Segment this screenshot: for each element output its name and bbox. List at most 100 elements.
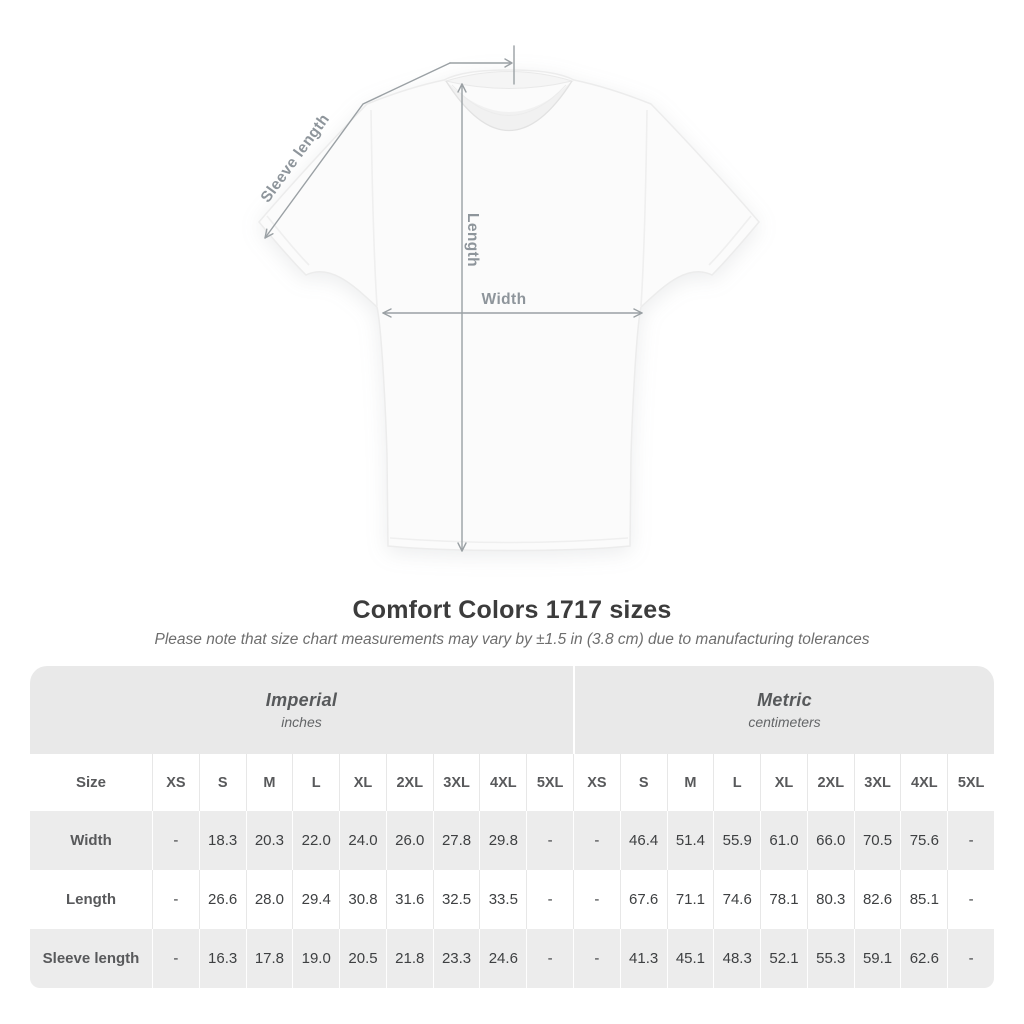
metric-label: Metric bbox=[757, 690, 812, 710]
value-cell-metric: 70.5 bbox=[853, 811, 901, 870]
value-cell-metric: - bbox=[573, 811, 620, 870]
imperial-sublabel: inches bbox=[281, 714, 322, 730]
table-row: Length -26.6 28.0 29.4 30.8 31.6 32.5 33.5- -67.… bbox=[30, 870, 994, 929]
tshirt-diagram: Sleeve length Length Width bbox=[258, 45, 760, 552]
value-cell-metric: - bbox=[947, 811, 994, 870]
metric-group-header: Metric centimeters bbox=[573, 666, 994, 754]
table-rows: Size XS S M L XL 2XL 3XL 4XL 5XL XS S M L XL 2XL 3XL 4XL 5… bbox=[30, 754, 994, 988]
length-arrowhead-bottom-icon bbox=[457, 542, 467, 552]
value-cell-metric: 66.0 bbox=[806, 811, 854, 870]
imperial-group-header: Imperial inches bbox=[30, 666, 573, 754]
value-cell-imperial: 31.6 bbox=[385, 870, 433, 929]
width-arrowhead-right-icon bbox=[633, 308, 643, 318]
value-cell-metric: 51.4 bbox=[666, 811, 714, 870]
sleeve-arrowhead-end-icon bbox=[264, 228, 274, 239]
value-cell-imperial: - bbox=[526, 870, 573, 929]
value-cell-metric: - bbox=[573, 929, 620, 988]
size-header-metric-2xl: 2XL bbox=[806, 754, 854, 811]
value-cell-metric: 52.1 bbox=[760, 929, 807, 988]
size-header-metric-4xl: 4XL bbox=[900, 754, 947, 811]
value-cell-metric: 78.1 bbox=[760, 870, 807, 929]
value-cell-imperial: 24.0 bbox=[339, 811, 386, 870]
value-cell-metric: - bbox=[947, 870, 994, 929]
value-cell-imperial: - bbox=[526, 929, 573, 988]
measurement-annotations bbox=[264, 45, 643, 552]
unit-group-band: Imperial inches Metric centimeters bbox=[30, 666, 994, 754]
value-cell-metric: 46.4 bbox=[619, 811, 667, 870]
size-header-imperial-s: S bbox=[198, 754, 246, 811]
value-cell-imperial: 20.3 bbox=[245, 811, 293, 870]
value-cell-imperial: 29.4 bbox=[292, 870, 339, 929]
row-label: Width bbox=[70, 832, 112, 849]
size-header-metric-3xl: 3XL bbox=[853, 754, 901, 811]
size-chart-table: Imperial inches Metric centimeters Size X… bbox=[30, 666, 994, 988]
value-cell-imperial: 28.0 bbox=[245, 870, 293, 929]
tshirt-image bbox=[258, 69, 760, 552]
size-header-imperial-5xl: 5XL bbox=[526, 754, 573, 811]
sleeve-diagonal-line bbox=[264, 62, 451, 239]
size-header-metric-m: M bbox=[666, 754, 714, 811]
value-cell-metric: 71.1 bbox=[666, 870, 714, 929]
value-cell-imperial: 26.0 bbox=[385, 811, 433, 870]
value-cell-metric: 80.3 bbox=[806, 870, 854, 929]
size-header-imperial-3xl: 3XL bbox=[432, 754, 480, 811]
value-cell-metric: 67.6 bbox=[619, 870, 667, 929]
value-cell-imperial: - bbox=[526, 811, 573, 870]
value-cell-metric: 55.9 bbox=[713, 811, 760, 870]
value-cell-imperial: 26.6 bbox=[198, 870, 246, 929]
size-header-metric-xs: XS bbox=[573, 754, 620, 811]
value-cell-imperial: 17.8 bbox=[245, 929, 293, 988]
width-arrowhead-left-icon bbox=[382, 308, 392, 318]
size-header-imperial-xl: XL bbox=[339, 754, 386, 811]
row-label: Length bbox=[66, 891, 116, 908]
size-header-metric-5xl: 5XL bbox=[947, 754, 994, 811]
value-cell-imperial: 20.5 bbox=[339, 929, 386, 988]
value-cell-metric: 41.3 bbox=[619, 929, 667, 988]
value-cell-metric: 75.6 bbox=[900, 811, 947, 870]
value-cell-imperial: - bbox=[152, 870, 199, 929]
length-label: Length bbox=[464, 213, 481, 267]
width-label: Width bbox=[482, 291, 527, 308]
value-cell-metric: 55.3 bbox=[806, 929, 854, 988]
size-header-imperial-m: M bbox=[245, 754, 293, 811]
column-header-row: Size XS S M L XL 2XL 3XL 4XL 5XL XS S M L XL 2XL 3XL 4XL 5… bbox=[30, 754, 994, 811]
page-title: Comfort Colors 1717 sizes bbox=[352, 596, 672, 624]
sleeve-arrowhead-right-icon bbox=[504, 58, 513, 68]
size-header-metric-s: S bbox=[619, 754, 667, 811]
size-header-imperial-2xl: 2XL bbox=[385, 754, 433, 811]
size-column-header: Size bbox=[75, 774, 106, 791]
imperial-label: Imperial bbox=[265, 690, 338, 710]
size-header-metric-l: L bbox=[713, 754, 760, 811]
length-arrowhead-top-icon bbox=[457, 83, 467, 93]
value-cell-metric: 59.1 bbox=[853, 929, 901, 988]
value-cell-imperial: 23.3 bbox=[432, 929, 480, 988]
value-cell-imperial: 30.8 bbox=[339, 870, 386, 929]
value-cell-imperial: 16.3 bbox=[198, 929, 246, 988]
value-cell-imperial: 32.5 bbox=[432, 870, 480, 929]
tolerance-note: Please note that size chart measurements… bbox=[154, 631, 870, 648]
size-header-imperial-4xl: 4XL bbox=[479, 754, 526, 811]
size-header-imperial-xs: XS bbox=[152, 754, 199, 811]
value-cell-metric: 85.1 bbox=[900, 870, 947, 929]
value-cell-imperial: 18.3 bbox=[198, 811, 246, 870]
value-cell-imperial: 22.0 bbox=[292, 811, 339, 870]
value-cell-metric: 82.6 bbox=[853, 870, 901, 929]
size-header-metric-xl: XL bbox=[760, 754, 807, 811]
value-cell-imperial: 19.0 bbox=[292, 929, 339, 988]
value-cell-imperial: - bbox=[152, 811, 199, 870]
tshirt-measurement-figure: Sleeve length Length Width bbox=[258, 45, 760, 552]
value-cell-imperial: 33.5 bbox=[479, 870, 526, 929]
value-cell-metric: 62.6 bbox=[900, 929, 947, 988]
value-cell-metric: - bbox=[573, 870, 620, 929]
row-label: Sleeve length bbox=[42, 950, 140, 967]
value-cell-imperial: 27.8 bbox=[432, 811, 480, 870]
value-cell-metric: 61.0 bbox=[760, 811, 807, 870]
value-cell-metric: 48.3 bbox=[713, 929, 760, 988]
value-cell-metric: 45.1 bbox=[666, 929, 714, 988]
value-cell-imperial: 24.6 bbox=[479, 929, 526, 988]
table-row: Width -18.3 20.3 22.0 24.0 26.0 27.8 29.8- -46.4… bbox=[30, 811, 994, 870]
metric-sublabel: centimeters bbox=[748, 714, 821, 730]
value-cell-imperial: 21.8 bbox=[385, 929, 433, 988]
value-cell-metric: 74.6 bbox=[713, 870, 760, 929]
size-header-imperial-l: L bbox=[292, 754, 339, 811]
